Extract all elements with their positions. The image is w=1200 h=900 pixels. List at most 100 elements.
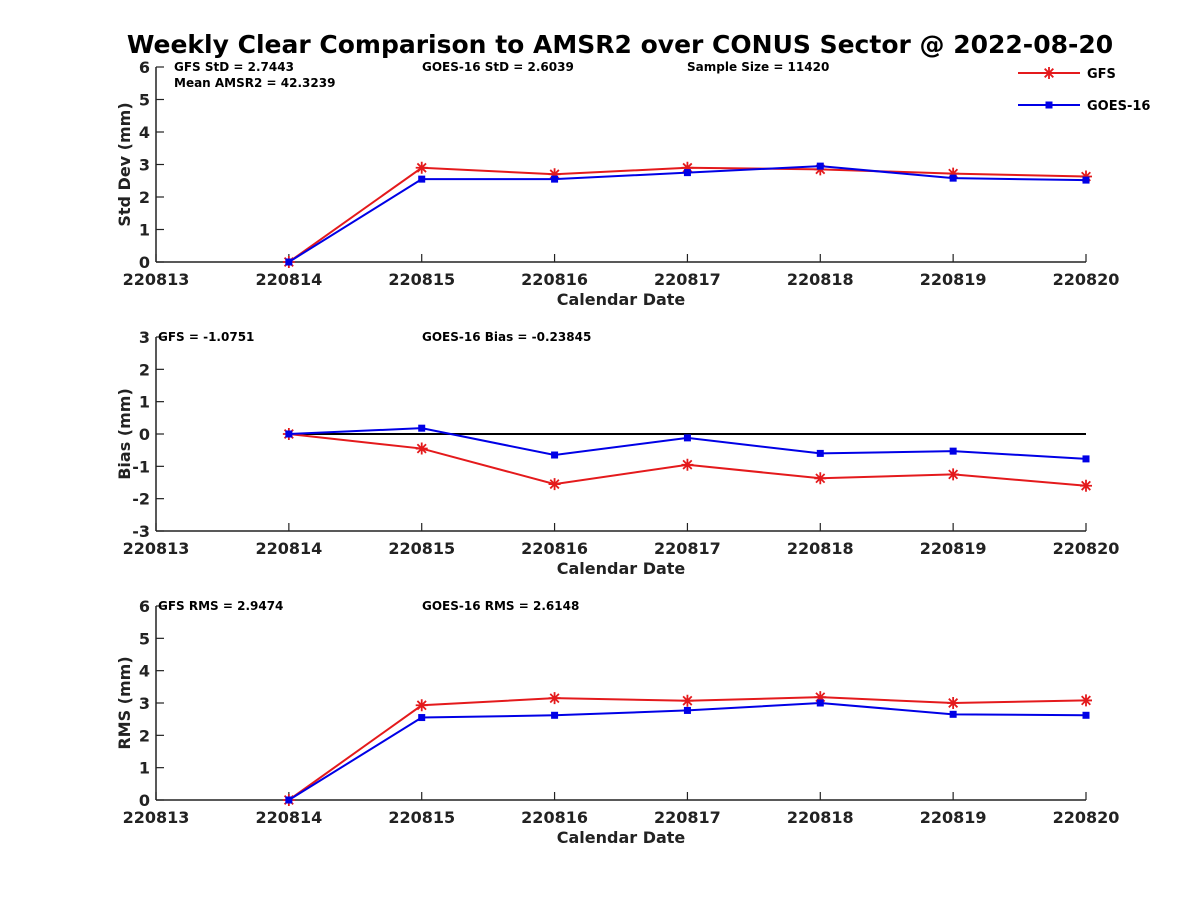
y-axis-label: Std Dev (mm) xyxy=(115,102,134,226)
y-tick-label: 6 xyxy=(139,58,150,77)
legend-marker xyxy=(1045,101,1053,109)
y-axis-label: RMS (mm) xyxy=(115,656,134,749)
stat-annotation: GFS RMS = 2.9474 xyxy=(158,599,283,613)
x-tick-label: 220818 xyxy=(787,270,854,289)
y-tick-label: 3 xyxy=(139,328,150,347)
y-tick-label: 2 xyxy=(139,726,150,745)
data-point xyxy=(814,472,827,485)
data-point xyxy=(683,434,691,442)
marker-stroke xyxy=(548,168,561,181)
marker-stroke xyxy=(814,691,827,704)
y-tick-label: 5 xyxy=(139,91,150,110)
y-tick-label: 2 xyxy=(139,188,150,207)
y-tick-label: 5 xyxy=(139,629,150,648)
marker-stroke xyxy=(947,697,960,709)
y-axis-label: Bias (mm) xyxy=(115,388,134,480)
data-point xyxy=(681,161,694,174)
x-tick-label: 220816 xyxy=(521,270,588,289)
data-point xyxy=(418,175,426,183)
x-tick-label: 220815 xyxy=(388,270,455,289)
data-point xyxy=(947,697,960,709)
data-point xyxy=(415,699,428,712)
chart-title: Weekly Clear Comparison to AMSR2 over CO… xyxy=(126,30,1114,59)
marker-stroke xyxy=(1080,479,1092,492)
data-point xyxy=(285,430,293,438)
marker-stroke xyxy=(681,694,694,707)
data-point xyxy=(1080,170,1092,183)
y-tick-label: 1 xyxy=(139,221,150,240)
data-point xyxy=(816,699,824,707)
data-point xyxy=(949,447,957,455)
data-point xyxy=(1082,176,1090,184)
data-point xyxy=(681,458,694,471)
marker-stroke xyxy=(681,161,694,174)
x-tick-label: 220820 xyxy=(1053,270,1120,289)
y-tick-label: 4 xyxy=(139,662,150,681)
data-point xyxy=(415,442,428,455)
data-point xyxy=(285,258,293,266)
x-tick-label: 220814 xyxy=(255,539,322,558)
marker-stroke xyxy=(1080,170,1092,183)
marker-stroke xyxy=(415,699,428,712)
y-tick-label: 6 xyxy=(139,597,150,616)
legend: GFS GOES-16 xyxy=(1018,67,1150,114)
data-point xyxy=(681,694,694,707)
x-tick-label: 220815 xyxy=(388,808,455,827)
y-tick-label: 1 xyxy=(139,393,150,412)
data-point xyxy=(548,478,561,491)
y-tick-label: 3 xyxy=(139,156,150,175)
y-tick-label: 4 xyxy=(139,123,150,142)
y-tick-label: -1 xyxy=(132,457,150,476)
x-tick-label: 220817 xyxy=(654,539,721,558)
y-tick-label: 0 xyxy=(139,791,150,810)
data-point xyxy=(551,451,559,459)
data-point xyxy=(548,692,561,705)
chart-panel-1: 0 1 2 3 4 5 6 220813 220814 220815 220816 220817 220… xyxy=(115,58,1150,309)
data-point xyxy=(947,468,960,481)
data-point xyxy=(816,162,824,170)
data-point xyxy=(683,169,691,177)
x-axis-label: Calendar Date xyxy=(557,828,686,847)
x-tick-label: 220820 xyxy=(1053,539,1120,558)
series-line-goes-16 xyxy=(288,427,1087,460)
stat-annotation: GOES-16 Bias = -0.23845 xyxy=(422,330,591,344)
legend-label: GOES-16 xyxy=(1087,99,1150,114)
marker-stroke xyxy=(681,458,694,471)
stat-annotation: GFS StD = 2.7443 xyxy=(174,60,294,74)
y-tick-label: 0 xyxy=(139,425,150,444)
x-tick-label: 220819 xyxy=(920,539,987,558)
x-tick-label: 220813 xyxy=(123,539,190,558)
chart-panel-2: -3 -2 -1 0 1 2 3 220813 220814 220815 220816 220817… xyxy=(115,328,1119,578)
stat-annotation: Sample Size = 11420 xyxy=(687,60,829,74)
x-tick-label: 220819 xyxy=(920,808,987,827)
marker-stroke xyxy=(814,472,827,485)
legend-marker xyxy=(1043,67,1055,79)
marker-stroke xyxy=(548,692,561,705)
marker-stroke xyxy=(947,468,960,481)
data-point xyxy=(814,691,827,704)
data-point xyxy=(551,711,559,719)
x-tick-label: 220820 xyxy=(1053,808,1120,827)
marker-stroke xyxy=(1080,694,1092,707)
x-axis-label: Calendar Date xyxy=(557,559,686,578)
data-point xyxy=(816,449,824,457)
data-point xyxy=(418,424,426,432)
series-line-goes-16 xyxy=(288,701,1087,801)
stat-annotation: GFS = -1.0751 xyxy=(158,330,254,344)
x-tick-label: 220816 xyxy=(521,808,588,827)
data-point xyxy=(949,710,957,718)
data-point xyxy=(418,714,426,722)
y-tick-label: 2 xyxy=(139,360,150,379)
data-point xyxy=(1080,694,1092,707)
data-point xyxy=(947,167,960,180)
x-tick-label: 220818 xyxy=(787,808,854,827)
marker-stroke xyxy=(415,161,428,174)
y-tick-label: 3 xyxy=(139,694,150,713)
data-point xyxy=(285,796,293,804)
x-tick-label: 220814 xyxy=(255,808,322,827)
data-point xyxy=(683,706,691,714)
y-tick-label: -3 xyxy=(132,522,150,541)
chart-panel-3: 0 1 2 3 4 5 6 220813 220814 220815 220816 220817 220… xyxy=(115,597,1119,847)
y-tick-label: 0 xyxy=(139,253,150,272)
